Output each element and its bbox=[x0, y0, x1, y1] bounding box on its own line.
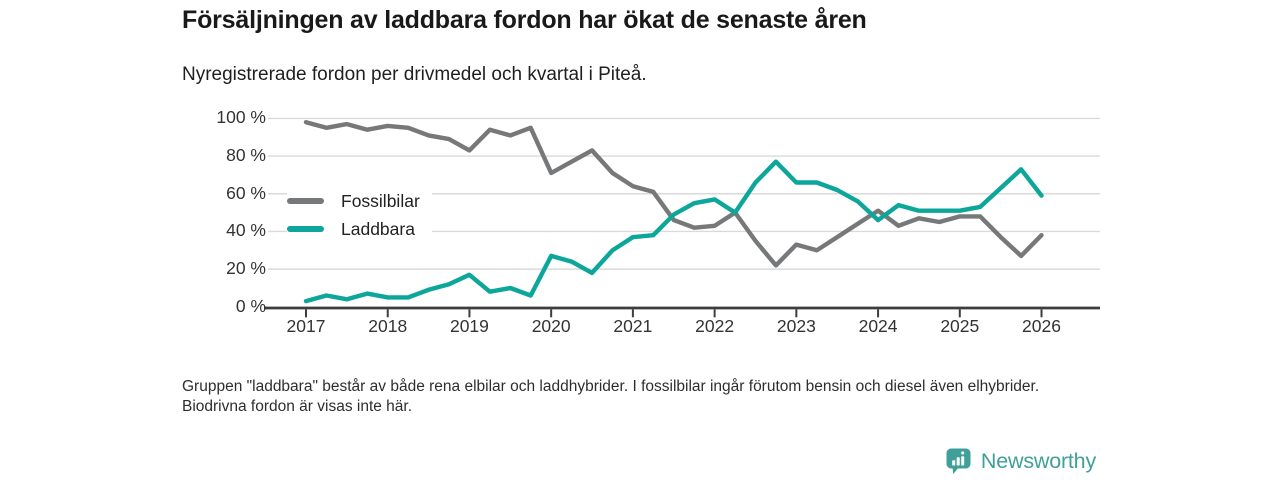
x-tick-label: 2021 bbox=[613, 316, 653, 336]
legend-label: Fossilbilar bbox=[341, 190, 420, 211]
y-tick-label: 0 % bbox=[235, 295, 266, 316]
legend-item-fossilbilar: Fossilbilar bbox=[287, 187, 420, 215]
y-tick-label: 80 % bbox=[226, 145, 266, 166]
x-tick-label: 2018 bbox=[368, 316, 408, 336]
x-tick-label: 2026 bbox=[1022, 316, 1061, 336]
legend-label: Laddbara bbox=[341, 218, 415, 239]
bar-chart-speech-bubble-icon bbox=[946, 448, 971, 475]
newsworthy-logo: Newsworthy bbox=[945, 447, 1096, 476]
y-tick-label: 40 % bbox=[226, 220, 266, 241]
y-tick-label: 20 % bbox=[226, 258, 266, 279]
page-title: Försäljningen av laddbara fordon har öka… bbox=[182, 6, 867, 34]
x-tick-label: 2020 bbox=[531, 316, 571, 336]
series-line-fossilbilar bbox=[303, 119, 1044, 268]
x-tick-label: 2022 bbox=[695, 316, 735, 336]
logo-text: Newsworthy bbox=[980, 449, 1096, 473]
x-tick-label: 2025 bbox=[940, 316, 980, 336]
x-tick-label: 2024 bbox=[858, 316, 898, 336]
y-tick-label: 100 % bbox=[216, 107, 266, 128]
chart-subtitle: Nyregistrerade fordon per drivmedel och … bbox=[182, 64, 647, 85]
legend: Fossilbilar Laddbara bbox=[287, 185, 432, 247]
x-tick-label: 2017 bbox=[286, 316, 326, 336]
x-tick-label: 2023 bbox=[776, 316, 816, 336]
legend-swatch bbox=[287, 198, 324, 204]
chart-footnote: Gruppen "laddbara" består av både rena e… bbox=[182, 378, 1040, 415]
legend-item-laddbara: Laddbara bbox=[287, 215, 420, 243]
x-tick-label: 2019 bbox=[449, 316, 489, 336]
y-tick-label: 60 % bbox=[226, 182, 266, 203]
series-line-laddbara bbox=[303, 159, 1044, 304]
legend-swatch bbox=[287, 226, 324, 232]
